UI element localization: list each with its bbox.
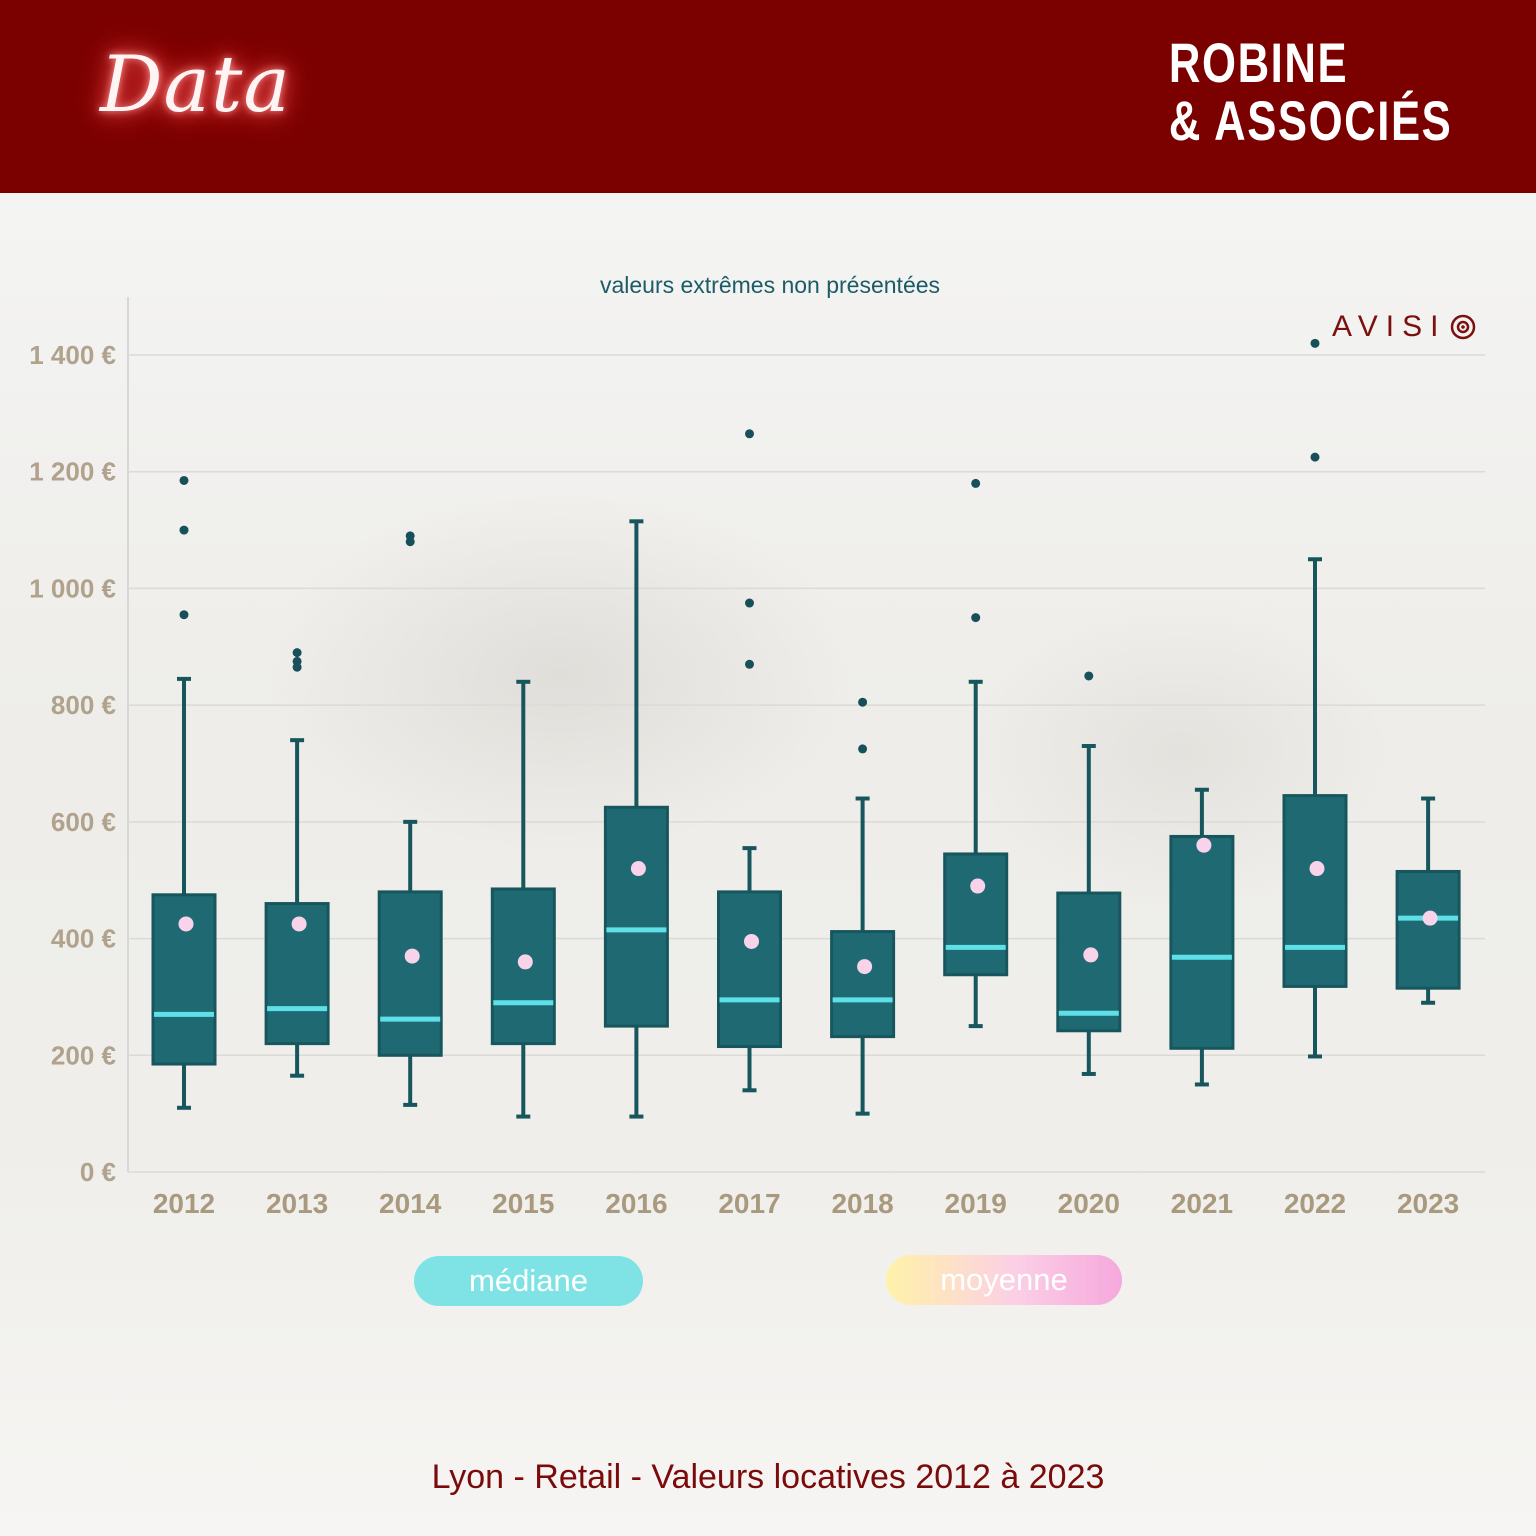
outlier-point bbox=[745, 429, 754, 439]
y-tick-label: 400 € bbox=[51, 924, 116, 954]
iqr-box bbox=[717, 890, 782, 1049]
mean-dot bbox=[404, 948, 420, 964]
x-tick-label: 2019 bbox=[945, 1188, 1007, 1219]
mean-dot bbox=[291, 916, 307, 932]
brand-logo: ROBINE & ASSOCIÉS bbox=[1169, 34, 1452, 150]
x-tick-label: 2020 bbox=[1058, 1188, 1120, 1219]
outlier-point bbox=[971, 478, 981, 488]
x-tick-label: 2014 bbox=[379, 1188, 442, 1219]
brand-line-2: & ASSOCIÉS bbox=[1168, 89, 1452, 152]
outlier-point bbox=[292, 656, 302, 666]
x-tick-label: 2022 bbox=[1284, 1188, 1346, 1219]
outlier-point bbox=[858, 744, 868, 754]
iqr-box bbox=[1169, 834, 1235, 1050]
y-tick-label: 200 € bbox=[51, 1040, 116, 1070]
y-tick-label: 600 € bbox=[51, 807, 116, 837]
box-2017 bbox=[717, 429, 782, 1093]
iqr-box bbox=[603, 805, 669, 1028]
y-tick-label: 1 000 € bbox=[29, 573, 116, 603]
x-tick-label: 2016 bbox=[605, 1188, 667, 1219]
iqr-box bbox=[943, 852, 1009, 977]
outlier-point bbox=[1310, 452, 1320, 462]
box-2018 bbox=[830, 697, 896, 1116]
outlier-point bbox=[405, 531, 415, 541]
footer-title: Lyon - Retail - Valeurs locatives 2012 à… bbox=[431, 1458, 1105, 1496]
mean-dot bbox=[857, 959, 873, 975]
iqr-box bbox=[377, 890, 443, 1057]
y-axis-ticks: 0 € 200 € 400 € 600 € 800 € 1 000 € 1 200 € 1 4… bbox=[29, 340, 116, 1187]
brand-line-1: ROBINE bbox=[1168, 31, 1348, 94]
outlier-point bbox=[745, 659, 754, 669]
mean-dot bbox=[744, 933, 759, 949]
outlier-point bbox=[858, 697, 868, 707]
mean-dot bbox=[1196, 837, 1212, 853]
legend-median: médiane bbox=[414, 1256, 643, 1306]
mean-dot bbox=[1309, 861, 1325, 877]
y-tick-label: 0 € bbox=[80, 1157, 116, 1187]
mean-dot bbox=[1083, 947, 1099, 963]
x-tick-label: 2023 bbox=[1397, 1188, 1459, 1219]
box-2012 bbox=[151, 475, 217, 1110]
box-2023 bbox=[1395, 796, 1461, 1005]
mean-dot bbox=[970, 878, 986, 894]
iqr-box bbox=[830, 930, 896, 1039]
avisio-watermark: AVISI bbox=[1332, 310, 1447, 343]
x-tick-label: 2018 bbox=[831, 1188, 893, 1219]
x-tick-label: 2012 bbox=[153, 1188, 215, 1219]
x-tick-label: 2021 bbox=[1171, 1188, 1233, 1219]
box-2015 bbox=[490, 679, 556, 1119]
y-tick-label: 1 400 € bbox=[29, 340, 116, 370]
outlier-point bbox=[1084, 671, 1094, 681]
box-series bbox=[151, 338, 1461, 1119]
iqr-box bbox=[1282, 794, 1348, 988]
y-tick-label: 800 € bbox=[51, 690, 116, 720]
outlier-point bbox=[971, 613, 981, 623]
x-axis-ticks: 2012 2013 2014 2015 2016 2017 2018 2019 2020 2021… bbox=[153, 1188, 1459, 1219]
box-2016 bbox=[603, 519, 669, 1119]
header-banner: Data ROBINE & ASSOCIÉS bbox=[0, 0, 1536, 193]
box-2019 bbox=[943, 478, 1009, 1029]
x-tick-label: 2015 bbox=[492, 1188, 554, 1219]
outlier-point bbox=[179, 475, 189, 485]
grid-lines bbox=[127, 297, 1485, 1173]
mean-dot bbox=[178, 916, 194, 932]
eye-icon bbox=[1450, 314, 1476, 340]
y-tick-label: 1 200 € bbox=[29, 457, 116, 487]
x-tick-label: 2017 bbox=[718, 1188, 780, 1219]
background-photo bbox=[0, 193, 1536, 1536]
outlier-point bbox=[1310, 338, 1320, 348]
outlier-point bbox=[292, 648, 302, 658]
box-2014 bbox=[377, 531, 443, 1107]
box-2020 bbox=[1056, 671, 1122, 1076]
outlier-point bbox=[745, 598, 754, 608]
outlier-point bbox=[179, 610, 189, 620]
chart-note: valeurs extrêmes non présentées bbox=[599, 272, 941, 298]
outlier-point bbox=[179, 525, 189, 535]
iqr-box bbox=[1395, 869, 1461, 990]
mean-dot bbox=[630, 861, 646, 877]
x-tick-label: 2013 bbox=[266, 1188, 328, 1219]
box-2022 bbox=[1282, 338, 1348, 1059]
box-2013 bbox=[264, 648, 330, 1078]
mean-dot bbox=[517, 954, 533, 970]
mean-dot bbox=[1422, 910, 1438, 926]
legend-mean: moyenne bbox=[886, 1255, 1122, 1305]
data-script-logo: Data bbox=[100, 40, 291, 130]
box-2021 bbox=[1169, 787, 1235, 1087]
